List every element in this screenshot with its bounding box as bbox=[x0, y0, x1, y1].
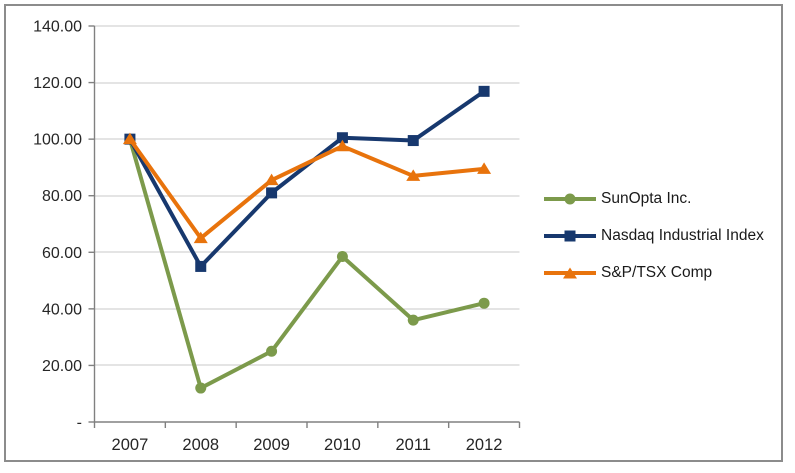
data-point[interactable] bbox=[266, 345, 278, 357]
y-tick-label: 120.00 bbox=[33, 75, 82, 92]
data-point[interactable] bbox=[478, 85, 490, 97]
data-point[interactable] bbox=[335, 139, 350, 152]
data-point[interactable] bbox=[195, 260, 207, 272]
y-tick-label: 40.00 bbox=[42, 301, 82, 318]
x-tick-label: 2010 bbox=[324, 436, 361, 454]
legend-label: Nasdaq Industrial Index bbox=[601, 227, 764, 244]
x-tick-label: 2012 bbox=[466, 436, 503, 454]
y-tick-label: 20.00 bbox=[42, 358, 82, 375]
x-axis-labels: 2007 2008 2009 2010 2011 2012 bbox=[112, 436, 503, 454]
data-point[interactable] bbox=[478, 297, 490, 309]
series-nasdaq-industrial-index bbox=[124, 85, 490, 272]
data-point[interactable] bbox=[407, 135, 419, 147]
series-line bbox=[128, 89, 486, 269]
data-point[interactable] bbox=[406, 169, 421, 181]
y-tick-label: 80.00 bbox=[42, 188, 82, 205]
y-axis-labels: - 20.00 40.00 60.00 80.00 100.00 120.00 140.00 bbox=[33, 19, 82, 432]
data-point[interactable] bbox=[336, 251, 348, 263]
data-point[interactable] bbox=[336, 132, 348, 144]
chart-legend: SunOpta Inc. Nasdaq Industrial Index S&P… bbox=[544, 187, 764, 285]
x-tick-label: 2008 bbox=[182, 436, 219, 454]
data-point[interactable] bbox=[266, 187, 278, 199]
y-tick-label: 140.00 bbox=[33, 19, 82, 36]
data-point[interactable] bbox=[122, 132, 137, 145]
axes bbox=[88, 25, 521, 428]
legend-line-triangle-marker bbox=[544, 265, 596, 281]
data-point[interactable] bbox=[193, 231, 208, 244]
legend-item-sunopta[interactable]: SunOpta Inc. bbox=[544, 187, 764, 211]
y-tick-label: - bbox=[77, 415, 82, 432]
y-tick-label: 100.00 bbox=[33, 132, 82, 149]
x-tick-label: 2009 bbox=[253, 436, 290, 454]
gridlines bbox=[94, 25, 520, 366]
chart-border bbox=[4, 4, 783, 462]
series-line bbox=[127, 138, 485, 391]
legend-label: SunOpta Inc. bbox=[601, 190, 692, 207]
series-s-p-tsx-comp bbox=[122, 132, 492, 244]
data-point[interactable] bbox=[195, 382, 207, 394]
legend-item-sptsx[interactable]: S&P/TSX Comp bbox=[544, 261, 764, 285]
y-tick-label: 60.00 bbox=[42, 245, 82, 262]
x-tick-label: 2007 bbox=[112, 436, 149, 454]
legend-item-nasdaq[interactable]: Nasdaq Industrial Index bbox=[544, 224, 764, 248]
data-point[interactable] bbox=[477, 162, 492, 174]
x-tick-label: 2011 bbox=[396, 436, 431, 454]
legend-line-square-marker bbox=[544, 228, 596, 244]
legend-label: S&P/TSX Comp bbox=[601, 264, 713, 281]
legend-line-circle-marker bbox=[544, 191, 596, 207]
data-point[interactable] bbox=[407, 314, 419, 326]
series-line bbox=[128, 137, 485, 241]
data-point[interactable] bbox=[264, 173, 279, 186]
